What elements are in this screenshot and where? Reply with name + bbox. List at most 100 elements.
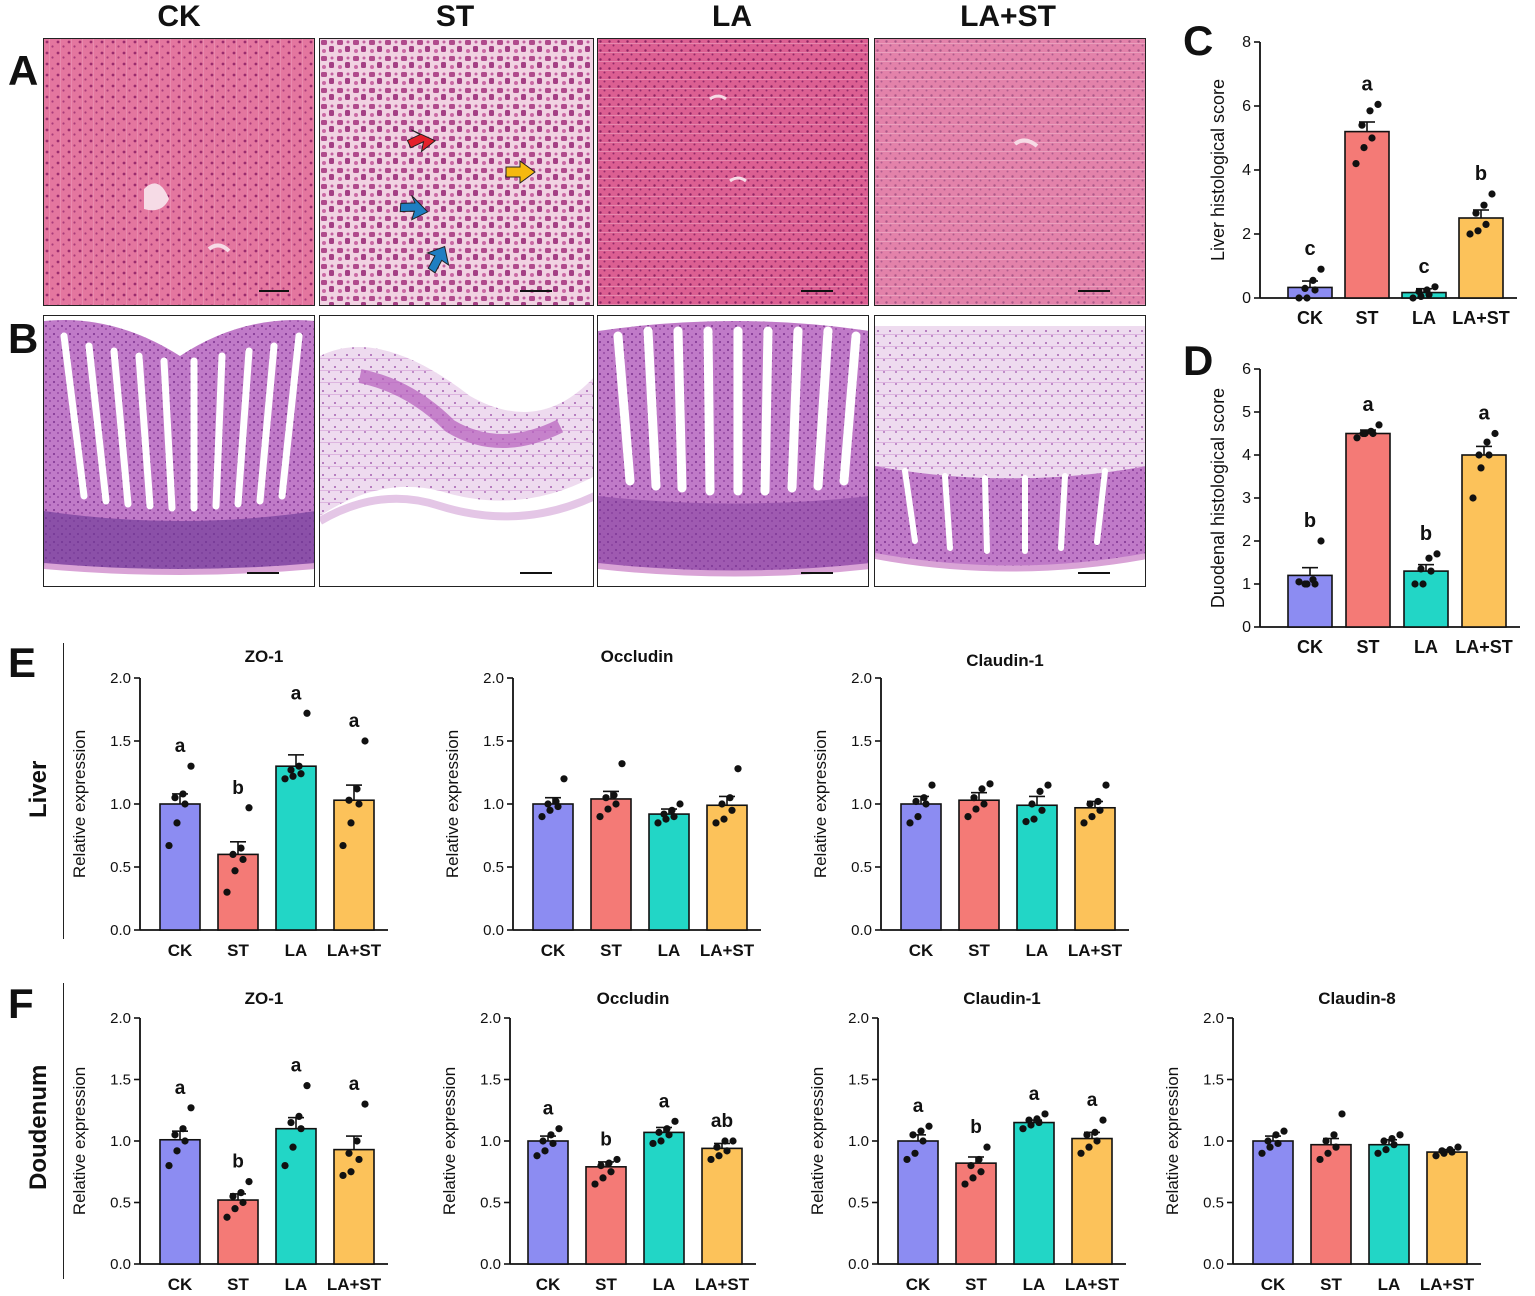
data-point (596, 813, 604, 821)
x-tick-label: ST (595, 1275, 617, 1294)
bar-la-st (701, 1147, 743, 1265)
data-point (911, 1149, 919, 1157)
significance-letter: c (1304, 238, 1315, 260)
x-tick-label: CK (541, 941, 566, 960)
x-tick-label: LA+ST (327, 1275, 382, 1294)
x-tick-label: LA (1378, 1275, 1401, 1294)
panel-letter-e: E (8, 639, 37, 686)
bar-ck (1252, 1140, 1294, 1265)
data-point (1332, 1143, 1340, 1151)
row-label-liver: Liver (25, 760, 52, 818)
data-point (231, 867, 239, 875)
liver-bracket (63, 643, 64, 939)
data-point (665, 1131, 673, 1139)
significance-letter: a (175, 736, 186, 757)
y-tick-label: 2.0 (110, 670, 131, 687)
data-point (555, 1125, 563, 1133)
data-point (597, 1162, 605, 1170)
chart-d-duodenal-histological-score: 0 1 2 3 4 5 6 Duodenal histological score b CK a ST… (1208, 361, 1520, 657)
data-point (655, 1128, 663, 1136)
duodenum-bracket (63, 983, 64, 1279)
data-point (1099, 1116, 1107, 1124)
data-point (909, 1131, 917, 1139)
data-point (1025, 1116, 1033, 1124)
data-point (345, 1149, 353, 1157)
data-point (1028, 800, 1036, 808)
data-point (721, 1137, 729, 1145)
data-point (1466, 230, 1474, 238)
y-axis-label: Relative expression (440, 1067, 459, 1215)
data-point (1041, 1110, 1049, 1118)
data-point (1083, 1131, 1091, 1139)
y-tick-label: 1.0 (848, 1133, 869, 1150)
data-point (612, 800, 620, 808)
bar-la (275, 765, 317, 931)
bar-st (955, 1162, 997, 1265)
x-tick-label: CK (1297, 308, 1323, 328)
significance-letter: b (232, 1152, 244, 1173)
data-point (165, 841, 173, 850)
significance-letter: c (1418, 256, 1429, 278)
x-tick-label: ST (1355, 308, 1378, 328)
data-point (618, 760, 626, 768)
data-point (1330, 1131, 1338, 1139)
data-point (1036, 787, 1044, 795)
data-point (919, 1137, 927, 1145)
bar-la-st (706, 804, 748, 931)
data-point (718, 800, 726, 808)
bar-ck (159, 803, 201, 931)
y-tick-label: 5 (1242, 404, 1251, 421)
chart-title: Occludin (597, 989, 670, 1008)
y-tick-label: 0.0 (110, 1256, 131, 1273)
data-point (229, 1192, 237, 1200)
data-point (1446, 1146, 1454, 1154)
data-point (171, 1131, 179, 1139)
significance-letter: a (291, 1056, 302, 1077)
data-point (1411, 580, 1419, 588)
data-point (670, 813, 678, 821)
chart-f-duodenum-claudin8: Claudin-8 0.0 0.5 1.0 1.5 2.0 Relative express… (1163, 989, 1481, 1294)
y-axis-label: Relative expression (1163, 1067, 1182, 1215)
data-point (729, 1137, 737, 1145)
arrow-yellow-icon (505, 160, 536, 184)
data-point (287, 766, 295, 774)
data-point (187, 762, 195, 770)
data-point (663, 1125, 671, 1133)
y-tick-label: 1.0 (851, 796, 872, 813)
y-tick-label: 0 (1242, 290, 1251, 307)
x-tick-label: LA+ST (700, 941, 755, 960)
data-point (544, 800, 552, 808)
data-point (1388, 1134, 1396, 1143)
y-tick-label: 0.0 (1203, 1256, 1224, 1273)
chart-f-duodenum-claudin1: Claudin-1 0.0 0.5 1.0 1.5 2.0 Relative express… (808, 989, 1126, 1294)
data-point (549, 1139, 557, 1148)
data-point (713, 1143, 721, 1151)
bar-ck (159, 1138, 201, 1265)
data-point (967, 1162, 975, 1170)
y-tick-label: 2.0 (851, 670, 872, 687)
y-tick-label: 4 (1242, 447, 1251, 464)
panel-letter-a: A (8, 47, 39, 94)
bar-st (590, 798, 632, 931)
data-point (1358, 121, 1366, 129)
y-tick-label: 2.0 (483, 670, 504, 687)
y-axis-label: Relative expression (70, 730, 89, 878)
bar-la-st (333, 1148, 375, 1265)
data-point (237, 844, 245, 852)
y-tick-label: 2.0 (480, 1010, 501, 1027)
significance-letter: a (1362, 394, 1374, 416)
x-tick-label: LA (658, 941, 681, 960)
data-point (1352, 160, 1360, 168)
y-tick-label: 1 (1242, 576, 1251, 593)
data-point (1431, 283, 1439, 291)
data-point (1295, 294, 1303, 302)
data-point (676, 800, 684, 808)
data-point (599, 1174, 607, 1182)
y-tick-label: 8 (1242, 34, 1251, 51)
chart-c-liver-histological-score: 0 2 4 6 8 Liver histological score c CK a ST c LA b L… (1208, 34, 1517, 328)
data-point (355, 800, 363, 808)
data-point (977, 1168, 985, 1176)
y-tick-label: 6 (1242, 361, 1251, 378)
data-point (978, 785, 986, 793)
y-axis-label: Relative expression (443, 730, 462, 878)
